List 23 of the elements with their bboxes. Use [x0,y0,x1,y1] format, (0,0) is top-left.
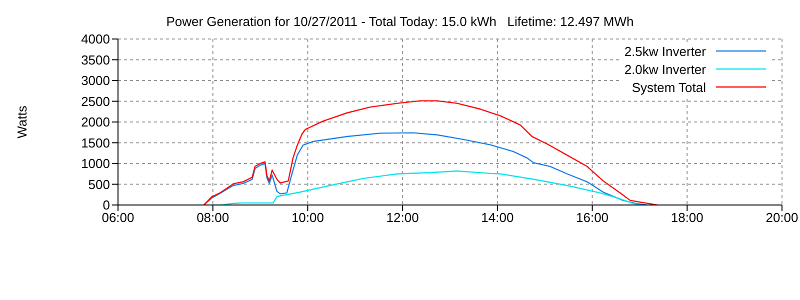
x-tick-label: 16:00 [576,210,609,226]
legend-label: 2.5kw Inverter [624,44,706,58]
y-tick-label: 1500 [81,135,110,150]
y-tick-label: 4000 [81,32,110,47]
y-tick-label: 2500 [81,94,110,109]
x-tick-label: 06:00 [102,210,134,226]
y-tick-label: 2000 [81,114,110,130]
y-tick-label: 500 [88,176,110,192]
x-tick-label: 18:00 [670,210,704,226]
legend-label: System Total [632,80,706,94]
x-tick-label: 10:00 [291,210,324,226]
y-axis-title: Watts [14,105,30,138]
legend-label: 2.0kw Inverter [624,62,706,76]
y-tick-label: 3000 [81,73,110,88]
y-tick-label: 1000 [81,156,110,172]
y-tick-label: 3500 [81,52,110,68]
x-tick-label: 12:00 [386,210,419,226]
x-tick-label: 14:00 [481,210,514,226]
chart-title: Power Generation for 10/27/2011 - Total Today: 15.0 kWh Lifetime: 12.497 MWh [165,14,635,29]
line-series [203,100,658,205]
y-tick-label: 0 [102,198,110,213]
x-tick-label: 20:00 [766,210,798,226]
x-tick-label: 08:00 [196,210,230,226]
